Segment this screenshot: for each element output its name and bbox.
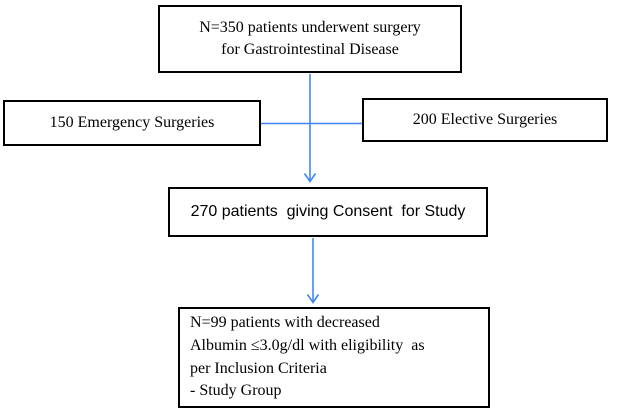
flow-node-total-patients: N=350 patients underwent surgery for Gas… bbox=[158, 5, 462, 73]
flow-node-study-group: N=99 patients with decreased Albumin ≤3.… bbox=[178, 307, 490, 408]
flow-node-emergency-surgeries: 150 Emergency Surgeries bbox=[3, 100, 261, 146]
arrowhead-down-icon bbox=[306, 294, 320, 304]
arrowhead-down-icon bbox=[303, 173, 317, 183]
flow-node-elective-surgeries: 200 Elective Surgeries bbox=[362, 98, 608, 142]
flow-node-consent: 270 patients giving Consent for Study bbox=[168, 187, 488, 237]
